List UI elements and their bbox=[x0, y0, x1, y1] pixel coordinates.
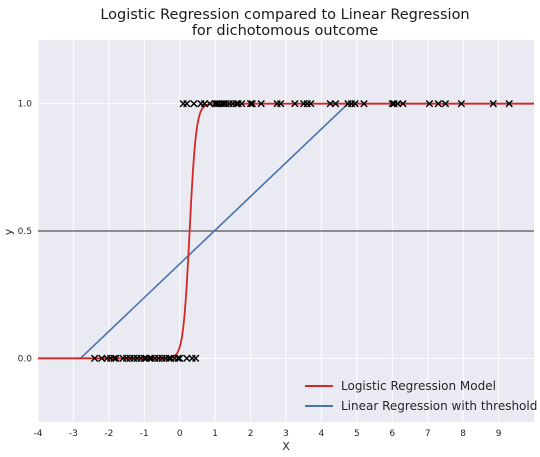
x-marker bbox=[360, 99, 368, 108]
x-marker bbox=[399, 99, 407, 108]
data-markers bbox=[90, 99, 513, 363]
x-marker bbox=[434, 99, 443, 108]
y-tick-label: 0.5 bbox=[18, 227, 32, 237]
x-marker bbox=[489, 99, 497, 108]
x-tick-label: 2 bbox=[248, 429, 254, 439]
x-marker bbox=[238, 99, 246, 108]
x-tick-label: -4 bbox=[34, 429, 43, 439]
x-marker bbox=[246, 99, 255, 108]
x-marker bbox=[257, 99, 265, 108]
x-axis-label: X bbox=[282, 440, 290, 453]
x-marker bbox=[110, 354, 118, 363]
x-marker bbox=[174, 354, 182, 363]
x-tick-label: -2 bbox=[104, 429, 113, 439]
x-tick-label: -1 bbox=[140, 429, 149, 439]
chart-title-line2: for dichotomous outcome bbox=[192, 23, 378, 39]
x-tick-label: 6 bbox=[389, 429, 395, 439]
x-marker bbox=[331, 99, 340, 108]
x-marker bbox=[441, 99, 450, 108]
x-tick-labels: -4 -3 -2 -1 0 1 2 3 4 5 6 7 8 9 bbox=[34, 429, 502, 439]
x-marker bbox=[232, 99, 241, 108]
x-marker bbox=[291, 99, 299, 108]
x-marker bbox=[351, 99, 359, 108]
legend: Logistic Regression Model Linear Regress… bbox=[305, 379, 537, 413]
legend-label-linear: Linear Regression with threshold bbox=[341, 399, 537, 413]
x-marker bbox=[457, 99, 466, 108]
y-tick-label: 1.0 bbox=[18, 100, 33, 110]
x-tick-label: 0 bbox=[177, 429, 183, 439]
x-marker bbox=[276, 99, 285, 108]
x-marker bbox=[176, 354, 184, 363]
x-marker bbox=[505, 99, 513, 108]
y-tick-labels: 0.0 0.5 1.0 bbox=[18, 100, 33, 365]
y-tick-label: 0.0 bbox=[18, 354, 33, 364]
x-marker bbox=[220, 99, 228, 108]
x-marker bbox=[200, 99, 209, 108]
x-marker bbox=[206, 99, 214, 108]
logistic-regression-line bbox=[38, 102, 534, 360]
x-tick-label: 7 bbox=[425, 429, 431, 439]
x-marker bbox=[307, 99, 315, 108]
x-marker bbox=[425, 99, 434, 108]
chart-title-line1: Logistic Regression compared to Linear R… bbox=[100, 7, 469, 23]
x-marker bbox=[393, 99, 402, 108]
legend-label-logistic: Logistic Regression Model bbox=[341, 379, 496, 393]
x-marker bbox=[165, 354, 173, 363]
x-marker bbox=[112, 354, 120, 363]
x-tick-label: 4 bbox=[319, 429, 325, 439]
y-axis-label: y bbox=[2, 228, 15, 235]
x-marker bbox=[183, 354, 191, 363]
x-marker bbox=[248, 99, 257, 108]
x-tick-label: 9 bbox=[496, 429, 502, 439]
x-marker bbox=[190, 99, 198, 108]
x-marker bbox=[145, 354, 154, 363]
x-tick-label: 3 bbox=[283, 429, 289, 439]
x-marker bbox=[326, 99, 334, 108]
x-marker bbox=[213, 99, 221, 108]
x-marker bbox=[183, 99, 191, 108]
x-marker bbox=[191, 354, 200, 363]
x-marker bbox=[140, 354, 148, 363]
x-marker bbox=[388, 99, 396, 108]
x-tick-label: 8 bbox=[460, 429, 466, 439]
x-tick-label: 1 bbox=[212, 429, 218, 439]
x-marker bbox=[90, 354, 99, 363]
x-tick-label: 5 bbox=[354, 429, 360, 439]
x-tick-label: -3 bbox=[69, 429, 78, 439]
x-marker bbox=[98, 354, 106, 363]
